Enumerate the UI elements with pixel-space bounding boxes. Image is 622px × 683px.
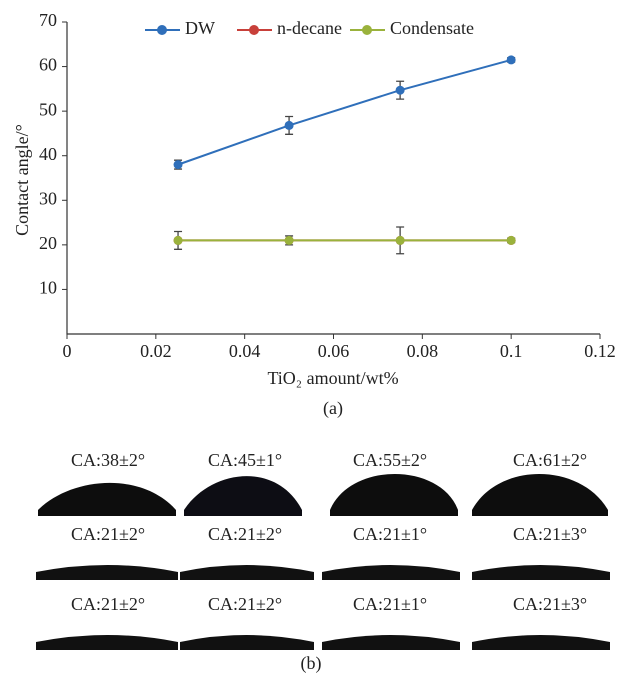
contact-angle-label: CA:21±2° <box>208 524 282 544</box>
x-tick-label: 0.02 <box>140 341 172 361</box>
legend-label: Condensate <box>390 18 474 38</box>
caption: (a) <box>323 398 343 419</box>
point <box>284 235 294 245</box>
droplet-images <box>36 474 610 650</box>
point <box>395 85 405 95</box>
legend-label: DW <box>185 18 215 38</box>
y-tick-label: 50 <box>39 99 57 119</box>
y-tick-label: 30 <box>39 188 57 208</box>
y-tick-label: 10 <box>39 278 57 298</box>
point <box>173 235 183 245</box>
legend-label: n-decane <box>277 18 342 38</box>
legend-marker <box>249 25 259 35</box>
point <box>506 235 516 245</box>
caption: (b) <box>301 653 322 674</box>
legend-marker <box>157 25 167 35</box>
droplet <box>472 474 608 516</box>
contact-angle-label: CA:55±2° <box>353 450 427 470</box>
point <box>506 55 516 65</box>
contact-angle-label: CA:21±3° <box>513 594 587 614</box>
point <box>173 160 183 170</box>
contact-angle-label: CA:21±3° <box>513 524 587 544</box>
axes <box>66 22 600 335</box>
contact-angle-label: CA:21±2° <box>71 594 145 614</box>
droplet <box>322 635 460 650</box>
x-tick-label: 0.12 <box>584 341 616 361</box>
y-tick-label: 40 <box>39 144 57 164</box>
droplet <box>180 565 314 580</box>
droplet <box>184 476 302 516</box>
droplet <box>472 635 610 650</box>
droplet <box>330 474 458 516</box>
x-tick-label: 0.08 <box>407 341 439 361</box>
legend-marker <box>362 25 372 35</box>
droplet <box>180 635 314 650</box>
y-tick-label: 60 <box>39 55 57 75</box>
x-tick-label: 0.06 <box>318 341 350 361</box>
y-tick-label: 20 <box>39 233 57 253</box>
x-tick-label: 0.1 <box>500 341 523 361</box>
x-tick-label: 0.04 <box>229 341 261 361</box>
y-tick-label: 70 <box>39 10 57 30</box>
droplet <box>36 635 178 650</box>
droplet <box>36 565 178 580</box>
droplet <box>38 482 176 516</box>
contact-angle-label: CA:21±2° <box>71 524 145 544</box>
x-tick-label: 0 <box>63 341 72 361</box>
point <box>284 120 294 130</box>
droplet <box>322 565 460 580</box>
x-axis-label: TiO₂ amount/wt% <box>267 368 398 388</box>
series-line <box>177 58 512 166</box>
contact-angle-label: CA:38±2° <box>71 450 145 470</box>
point <box>395 235 405 245</box>
contact-angle-label: CA:21±2° <box>208 594 282 614</box>
droplet <box>472 565 610 580</box>
y-axis-label: Contact angle/° <box>12 124 32 236</box>
contact-angle-label: CA:45±1° <box>208 450 282 470</box>
contact-angle-label: CA:21±1° <box>353 524 427 544</box>
contact-angle-label: CA:21±1° <box>353 594 427 614</box>
contact-angle-label: CA:61±2° <box>513 450 587 470</box>
